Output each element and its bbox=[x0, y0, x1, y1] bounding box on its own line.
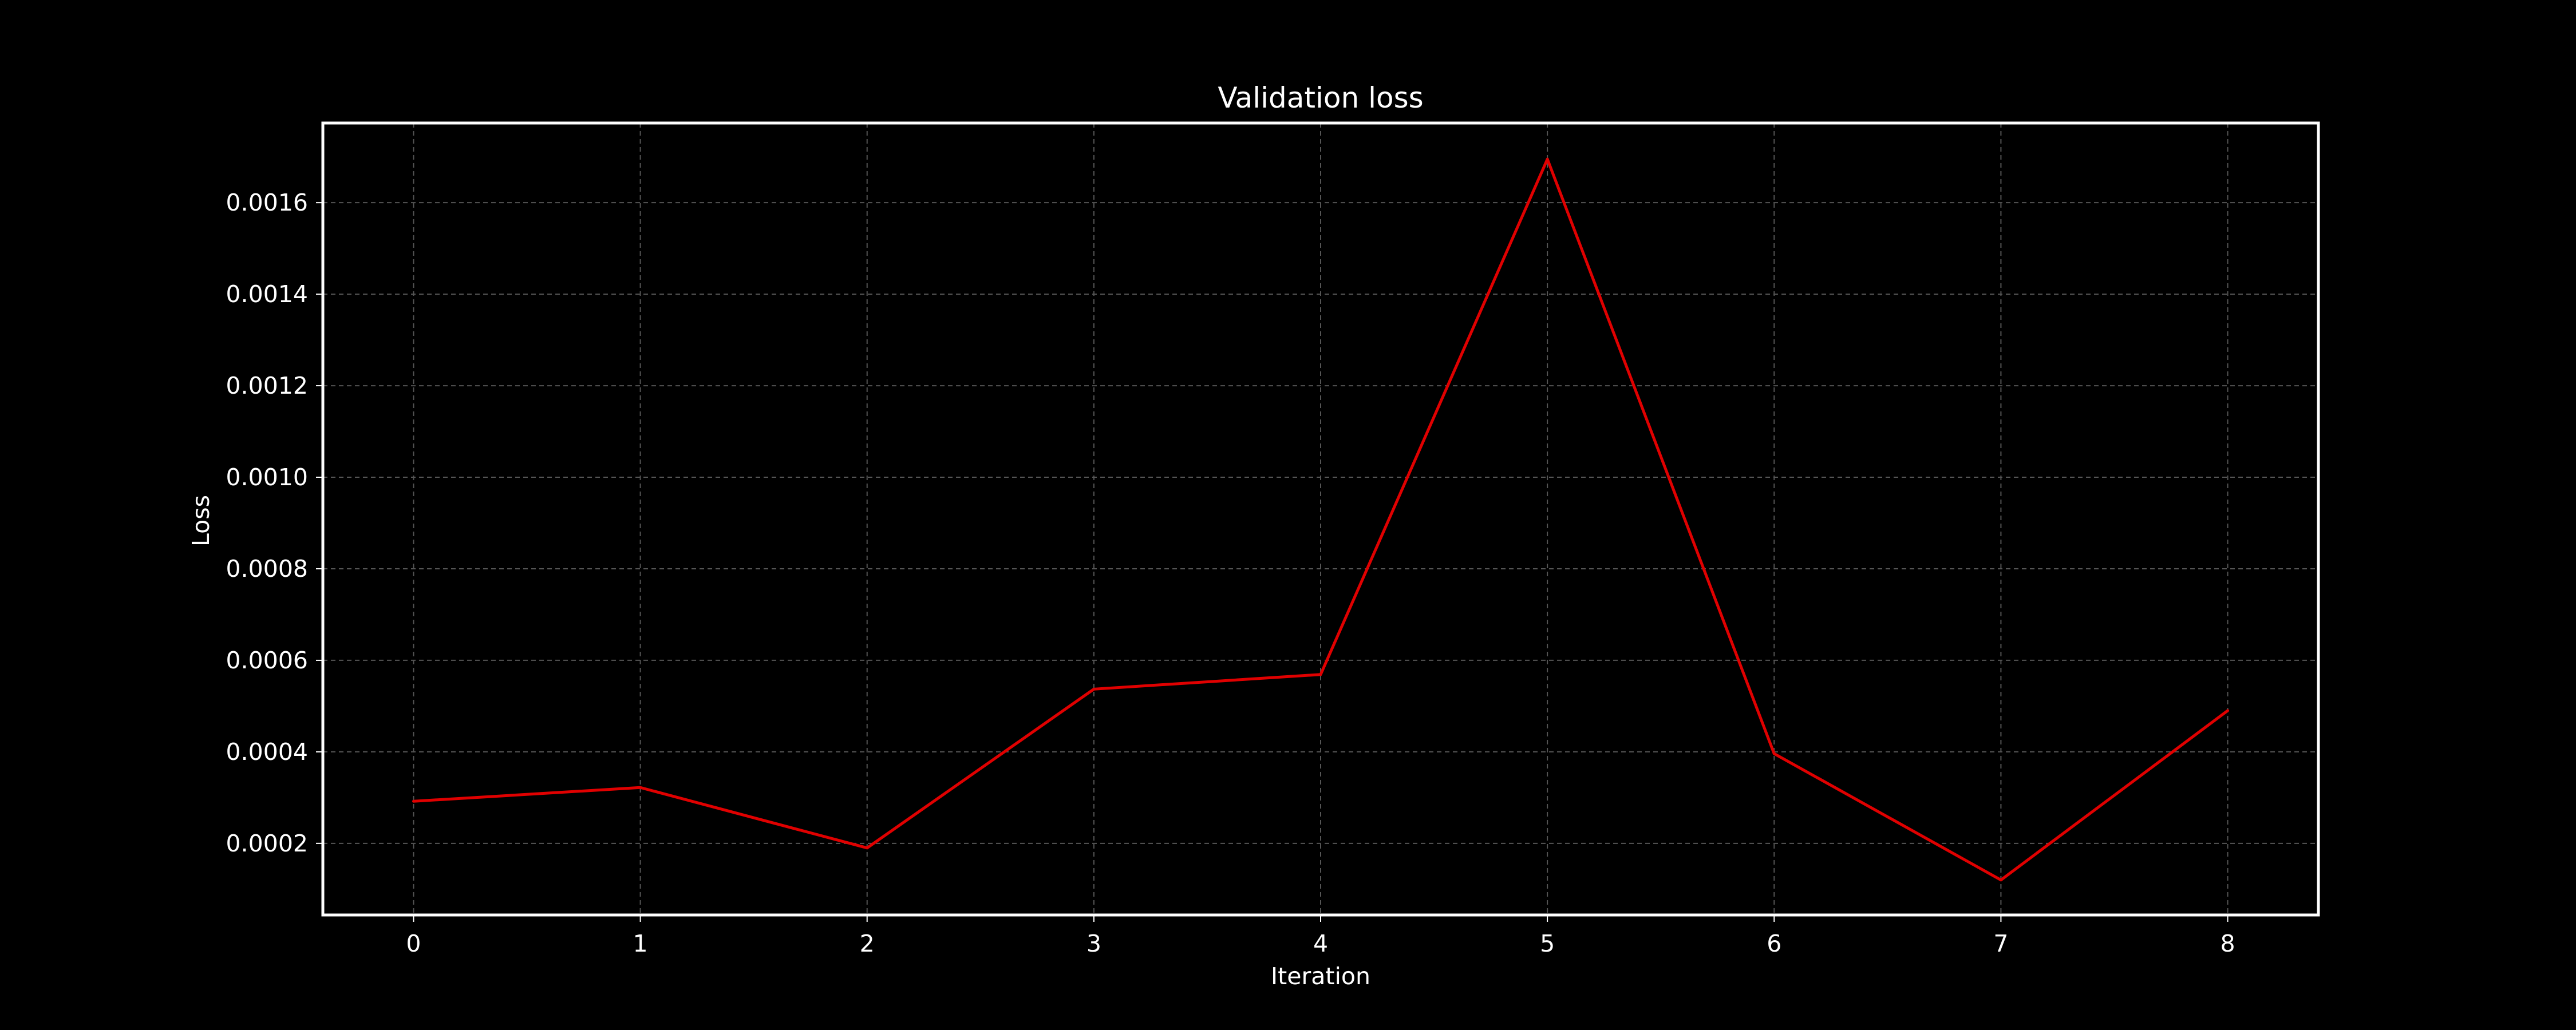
plot-area-frame bbox=[321, 121, 2320, 917]
y-tick-label: 0.0008 bbox=[226, 555, 308, 583]
data-point bbox=[866, 846, 869, 850]
x-tick-label: 2 bbox=[860, 930, 875, 957]
y-tick-label: 0.0014 bbox=[226, 280, 308, 308]
data-point bbox=[1999, 878, 2002, 882]
y-tick-label: 0.0010 bbox=[226, 464, 308, 491]
x-tick-label: 7 bbox=[1993, 930, 2008, 957]
series-layer bbox=[412, 157, 2230, 882]
y-tick-label: 0.0002 bbox=[226, 830, 308, 857]
data-point bbox=[1319, 673, 1322, 676]
y-axis-label: Loss bbox=[187, 495, 215, 546]
data-point bbox=[412, 799, 415, 803]
x-tick-label: 6 bbox=[1767, 930, 1781, 957]
data-point bbox=[1772, 752, 1776, 755]
chart-title: Validation loss bbox=[1218, 81, 1423, 114]
y-tick-label: 0.0006 bbox=[226, 647, 308, 674]
x-tick-label: 3 bbox=[1086, 930, 1101, 957]
data-point bbox=[1546, 157, 1549, 161]
x-tick-label: 8 bbox=[2220, 930, 2235, 957]
y-tick-label: 0.0016 bbox=[226, 189, 308, 216]
tick-layer: 0 1 2 3 4 5 6 7 8 0.0002 0.0004 0.0006 0.0008 0.0010 0… bbox=[226, 189, 2235, 957]
y-tick-label: 0.0012 bbox=[226, 372, 308, 399]
data-point bbox=[639, 786, 642, 789]
x-tick-label: 1 bbox=[633, 930, 648, 957]
x-tick-label: 0 bbox=[406, 930, 421, 957]
x-tick-label: 4 bbox=[1313, 930, 1328, 957]
y-tick-label: 0.0004 bbox=[226, 738, 308, 766]
x-tick-label: 5 bbox=[1540, 930, 1555, 957]
data-point bbox=[2226, 709, 2230, 712]
grid-layer bbox=[323, 123, 2318, 915]
x-axis-label: Iteration bbox=[1271, 962, 1370, 990]
data-point bbox=[1092, 687, 1096, 691]
